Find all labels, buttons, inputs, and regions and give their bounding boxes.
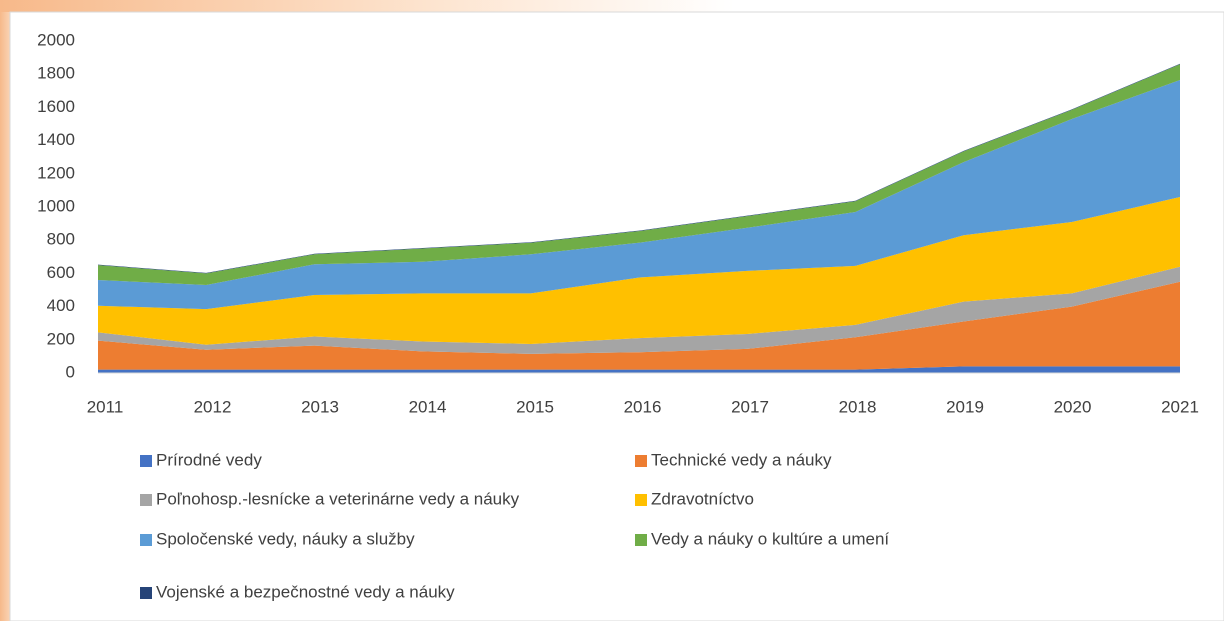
legend-swatch bbox=[635, 494, 647, 506]
area bbox=[98, 80, 1180, 310]
legend-swatch bbox=[635, 455, 647, 467]
x-tick-label: 2021 bbox=[1161, 397, 1199, 416]
area bbox=[98, 197, 1180, 345]
legend-swatch bbox=[140, 587, 152, 599]
y-tick-label: 200 bbox=[47, 329, 75, 348]
y-tick-label: 1600 bbox=[37, 97, 75, 116]
y-tick-label: 600 bbox=[47, 263, 75, 282]
legend-label: Vojenské a bezpečnostné vedy a náuky bbox=[156, 582, 455, 601]
x-tick-label: 2019 bbox=[946, 397, 984, 416]
area bbox=[98, 266, 1180, 354]
y-tick-label: 1200 bbox=[37, 163, 75, 182]
legend-label: Vedy a náuky o kultúre a umení bbox=[651, 529, 889, 548]
legend-swatch bbox=[140, 494, 152, 506]
y-tick-label: 0 bbox=[66, 362, 75, 381]
y-tick-label: 1400 bbox=[37, 130, 75, 149]
legend-label: Spoločenské vedy, náuky a služby bbox=[156, 529, 415, 548]
y-tick-label: 400 bbox=[47, 296, 75, 315]
legend-swatch bbox=[635, 534, 647, 546]
x-tick-label: 2020 bbox=[1054, 397, 1092, 416]
legend-label: Poľnohosp.-lesnícke a veterinárne vedy a… bbox=[156, 489, 520, 508]
y-tick-label: 1000 bbox=[37, 196, 75, 215]
x-tick-label: 2016 bbox=[624, 397, 662, 416]
legend-label: Technické vedy a náuky bbox=[651, 450, 832, 469]
y-tick-label: 2000 bbox=[37, 30, 75, 49]
y-tick-label: 1800 bbox=[37, 64, 75, 83]
background-top bbox=[0, 0, 1224, 12]
legend-swatch bbox=[140, 455, 152, 467]
legend-label: Prírodné vedy bbox=[156, 450, 262, 469]
area bbox=[98, 64, 1180, 286]
x-tick-label: 2011 bbox=[87, 397, 124, 416]
area bbox=[98, 281, 1180, 370]
y-tick-label: 800 bbox=[47, 230, 75, 249]
legend-swatch bbox=[140, 534, 152, 546]
x-tick-label: 2015 bbox=[516, 397, 554, 416]
x-tick-label: 2018 bbox=[839, 397, 877, 416]
x-tick-label: 2012 bbox=[194, 397, 232, 416]
legend-label: Zdravotníctvo bbox=[651, 489, 754, 508]
x-tick-label: 2017 bbox=[731, 397, 769, 416]
x-tick-label: 2013 bbox=[301, 397, 339, 416]
x-tick-label: 2014 bbox=[409, 397, 447, 416]
